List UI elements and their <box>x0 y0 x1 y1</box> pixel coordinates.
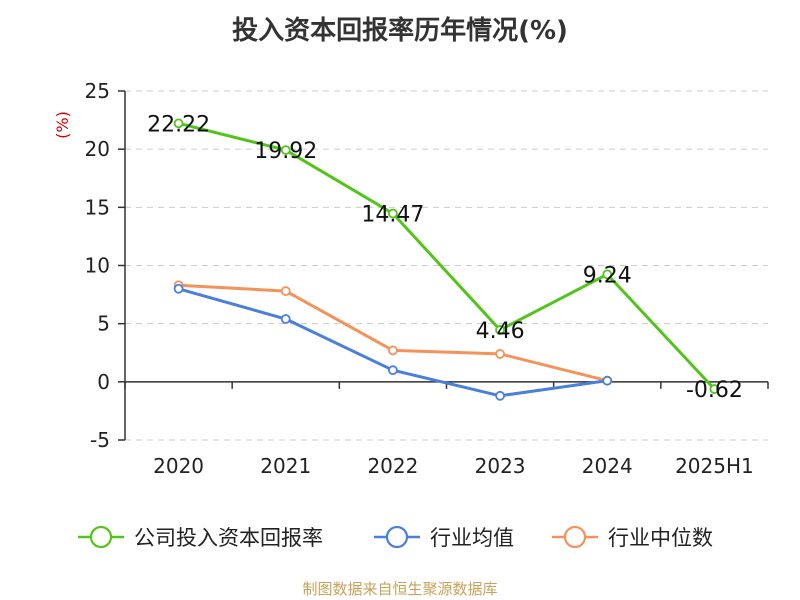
grid-lines <box>125 90 768 441</box>
legend-label: 行业均值 <box>430 526 514 550</box>
data-point <box>388 365 398 376</box>
data-point <box>388 208 398 219</box>
data-point <box>602 269 613 280</box>
y-axis-label: (%) <box>53 111 72 139</box>
x-tick-label: 2025H1 <box>675 454 754 478</box>
data-label: 22.22 <box>147 112 210 137</box>
y-tick-label: 0 <box>97 370 110 394</box>
series-layer <box>173 118 720 401</box>
data-point <box>709 384 720 394</box>
x-tick-label: 2024 <box>582 454 633 478</box>
data-point <box>173 283 184 294</box>
data-label: 9.24 <box>583 263 632 288</box>
legend-marker <box>563 525 587 549</box>
y-tick-label: 20 <box>85 137 110 161</box>
source-note: 制图数据来自恒生聚源数据库 <box>302 580 498 598</box>
legend-marker <box>385 525 409 549</box>
data-point <box>495 325 505 335</box>
data-label: -0.62 <box>686 378 743 403</box>
x-axis-ticks: 2020 2021 2022 2023 2024 2025H1 <box>124 381 769 478</box>
x-tick-label: 2021 <box>260 454 311 478</box>
legend-label: 行业中位数 <box>608 526 713 550</box>
y-tick-label: 15 <box>85 195 110 219</box>
data-label: 19.92 <box>254 139 317 164</box>
data-point <box>602 375 613 386</box>
y-tick-label: -5 <box>90 428 110 452</box>
y-tick-label: 10 <box>85 254 110 278</box>
y-tick-label: 25 <box>85 79 110 103</box>
legend-marker <box>89 525 113 549</box>
data-label: 4.46 <box>476 319 525 344</box>
x-tick-label: 2022 <box>367 454 418 478</box>
data-labels: 22.22 19.92 14.47 4.46 9.24 -0.62 <box>147 112 743 403</box>
legend: 公司投入资本回报率 行业均值 行业中位数 <box>78 525 713 550</box>
series-line <box>178 121 716 391</box>
x-tick-label: 2020 <box>153 454 204 478</box>
chart-title: 投入资本回报率历年情况(%) <box>232 16 568 46</box>
data-point <box>280 286 291 296</box>
y-tick-label: 5 <box>97 312 110 336</box>
y-axis-ticks: 25 20 15 10 5 0 -5 <box>85 79 125 452</box>
data-point <box>280 314 291 324</box>
legend-label: 公司投入资本回报率 <box>134 526 323 550</box>
data-point <box>280 145 291 155</box>
x-tick-label: 2023 <box>475 454 526 478</box>
series-line <box>178 287 608 398</box>
data-label: 14.47 <box>361 202 424 227</box>
data-point <box>388 345 398 356</box>
data-point <box>495 349 505 359</box>
data-point <box>173 118 184 129</box>
data-point <box>495 390 505 401</box>
